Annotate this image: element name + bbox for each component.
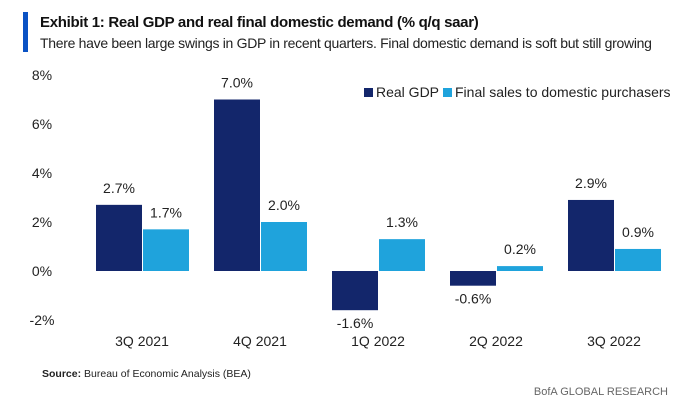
x-tick-label: 1Q 2022	[351, 333, 405, 349]
y-tick-label: 8%	[32, 67, 52, 83]
bar-final-sales	[261, 222, 307, 271]
data-label: 2.7%	[103, 180, 135, 196]
bar-final-sales	[379, 239, 425, 271]
x-tick-label: 3Q 2022	[587, 333, 641, 349]
data-label: 2.9%	[575, 175, 607, 191]
title-accent-bar	[23, 12, 28, 52]
chart-subtitle: There have been large swings in GDP in r…	[40, 35, 652, 51]
y-tick-label: 0%	[32, 263, 52, 279]
y-tick-label: 4%	[32, 165, 52, 181]
y-tick-label: 6%	[32, 116, 52, 132]
x-tick-label: 3Q 2021	[115, 333, 169, 349]
chart-title: Exhibit 1: Real GDP and real final domes…	[40, 14, 479, 31]
data-label: 0.9%	[622, 224, 654, 240]
legend-label-final-sales: Final sales to domestic purchasers	[455, 84, 671, 100]
source-label: Source:	[42, 368, 82, 380]
legend-swatch-real-gdp	[364, 88, 373, 97]
bar-real-gdp	[96, 204, 142, 271]
bar-final-sales	[615, 248, 661, 271]
legend-swatch-final-sales	[443, 88, 452, 97]
legend-label-real-gdp: Real GDP	[376, 84, 439, 100]
y-tick-label: -2%	[30, 312, 55, 328]
bar-real-gdp	[568, 199, 614, 271]
data-label: 0.2%	[504, 241, 536, 257]
bar-real-gdp	[450, 271, 496, 286]
data-label: -1.6%	[337, 315, 374, 331]
bar-final-sales	[497, 266, 543, 271]
x-tick-label: 4Q 2021	[233, 333, 287, 349]
brand-label: BofA GLOBAL RESEARCH	[533, 386, 668, 398]
data-label: 2.0%	[268, 197, 300, 213]
bar-final-sales	[143, 229, 189, 271]
source-note: Source: Bureau of Economic Analysis (BEA…	[42, 368, 251, 380]
data-label: 1.7%	[150, 204, 182, 220]
x-tick-label: 2Q 2022	[469, 333, 523, 349]
source-text: Bureau of Economic Analysis (BEA)	[84, 368, 251, 380]
data-label: -0.6%	[455, 291, 492, 307]
y-tick-label: 2%	[32, 214, 52, 230]
data-label: 1.3%	[386, 214, 418, 230]
data-label: 7.0%	[221, 75, 253, 91]
bar-real-gdp	[214, 99, 260, 271]
bar-real-gdp	[332, 271, 378, 311]
